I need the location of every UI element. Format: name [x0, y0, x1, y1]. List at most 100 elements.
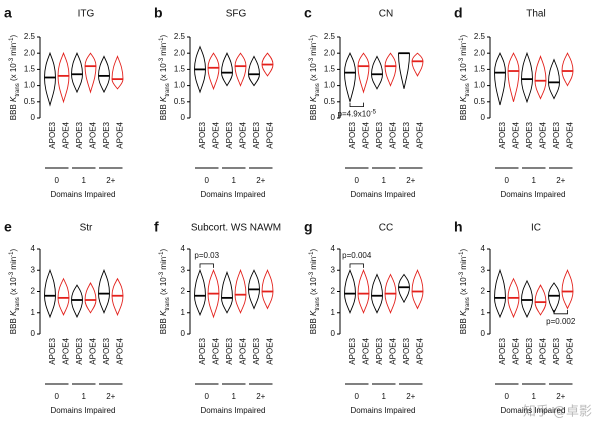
violin [561, 52, 574, 87]
text-part: -3 [309, 271, 315, 277]
x-tick-label: APOE3 [525, 121, 534, 148]
x-tick-label: APOE3 [402, 337, 411, 364]
text-part: min [309, 257, 318, 272]
text-part: trans [165, 83, 171, 96]
x-tick-label: APOE4 [116, 121, 125, 148]
text-part: BBB [159, 102, 168, 120]
x-tick-label: APOE4 [512, 337, 521, 364]
text-part: (x 10 [159, 63, 168, 84]
group-label: 1 [82, 176, 87, 185]
violin [98, 55, 110, 94]
text-part: K [309, 96, 318, 102]
chart-title: ITG [78, 9, 95, 20]
text-part: (x 10 [459, 277, 468, 298]
chart-title: CN [379, 9, 393, 20]
x-tick-label: APOE4 [116, 337, 125, 364]
group-label: 2+ [256, 392, 265, 401]
y-tick-label: 2.0 [174, 48, 186, 57]
text-part: ) [459, 34, 468, 37]
chart-title: CC [379, 223, 393, 234]
x-tick-label: APOE4 [566, 337, 575, 364]
violin [384, 52, 397, 87]
x-axis-label: Domains Impaired [51, 190, 116, 199]
x-tick-label: APOE3 [102, 337, 111, 364]
text-part: -3 [9, 271, 15, 277]
x-tick-label: APOE4 [416, 121, 425, 148]
y-tick-label: 0 [181, 113, 186, 122]
panel-letter: f [154, 219, 159, 235]
text-part: -3 [159, 271, 165, 277]
y-tick-label: 0 [31, 329, 36, 338]
x-tick-label: APOE3 [348, 337, 357, 364]
x-tick-label: APOE4 [539, 121, 548, 148]
x-tick-label: APOE4 [89, 337, 98, 364]
y-tick-label: 2 [31, 287, 36, 296]
group-label: 1 [232, 176, 237, 185]
panel-letter: d [454, 5, 463, 21]
text-part: ) [9, 248, 18, 251]
violin [548, 282, 560, 314]
violin [371, 273, 383, 314]
x-tick-label: APOE3 [375, 337, 384, 364]
x-tick-label: APOE4 [89, 121, 98, 148]
text-part: ) [309, 34, 318, 37]
violin [411, 269, 424, 310]
x-tick-label: APOE3 [198, 121, 207, 148]
y-tick-label: 0 [181, 329, 186, 338]
violin [261, 269, 274, 310]
violin [194, 268, 206, 317]
text-part: (x 10 [9, 277, 18, 298]
violin [98, 268, 110, 315]
panel-letter: c [304, 5, 312, 21]
text-part: K [159, 96, 168, 102]
violin [411, 52, 424, 77]
violin [521, 279, 533, 319]
group-label: 0 [55, 392, 60, 401]
group-label: 1 [232, 392, 237, 401]
text-part: BBB [459, 102, 468, 120]
y-tick-label: 2 [331, 287, 336, 296]
violin [561, 269, 574, 310]
panel-letter: g [304, 219, 313, 235]
text-part: -1 [309, 251, 315, 257]
violin [234, 52, 247, 87]
text-part: -5 [371, 109, 377, 115]
x-tick-label: APOE3 [225, 121, 234, 148]
text-part: -1 [9, 37, 15, 43]
group-label: 1 [382, 176, 387, 185]
y-tick-label: 1.5 [474, 65, 486, 74]
y-tick-label: 2.0 [24, 48, 36, 57]
y-tick-label: 3 [481, 265, 486, 274]
text-part: trans [465, 83, 471, 96]
p-value: p=0.03 [194, 251, 219, 260]
significance-bracket [199, 263, 214, 268]
y-tick-label: 2 [481, 287, 486, 296]
violin [398, 273, 410, 304]
y-tick-label: 3 [331, 265, 336, 274]
y-tick-label: 1.0 [324, 81, 336, 90]
text-part: BBB [9, 102, 18, 120]
text-part: BBB [159, 316, 168, 334]
y-tick-label: 1.0 [174, 81, 186, 90]
y-axis-label: BBB Ktrans (x 10-3 min-1) [309, 34, 321, 120]
violin [44, 51, 56, 107]
text-part: K [159, 310, 168, 316]
x-tick-label: APOE3 [48, 337, 57, 364]
y-tick-label: 2.5 [324, 32, 336, 41]
y-tick-label: 1 [181, 308, 186, 317]
y-tick-label: 1.5 [174, 65, 186, 74]
x-tick-label: APOE4 [239, 121, 248, 148]
panel-letter: b [154, 5, 163, 21]
x-tick-label: APOE3 [498, 121, 507, 148]
chart-title: Str [80, 223, 93, 234]
text-part: ) [159, 34, 168, 37]
violin [534, 55, 547, 100]
p-value: p=0.004 [342, 251, 372, 260]
group-label: 1 [532, 392, 537, 401]
text-part: (x 10 [159, 277, 168, 298]
x-tick-label: APOE3 [525, 337, 534, 364]
violin [111, 277, 124, 317]
p-value: p=4.9x10-5 [338, 109, 377, 119]
violin [344, 52, 356, 102]
y-tick-label: 2 [181, 287, 186, 296]
